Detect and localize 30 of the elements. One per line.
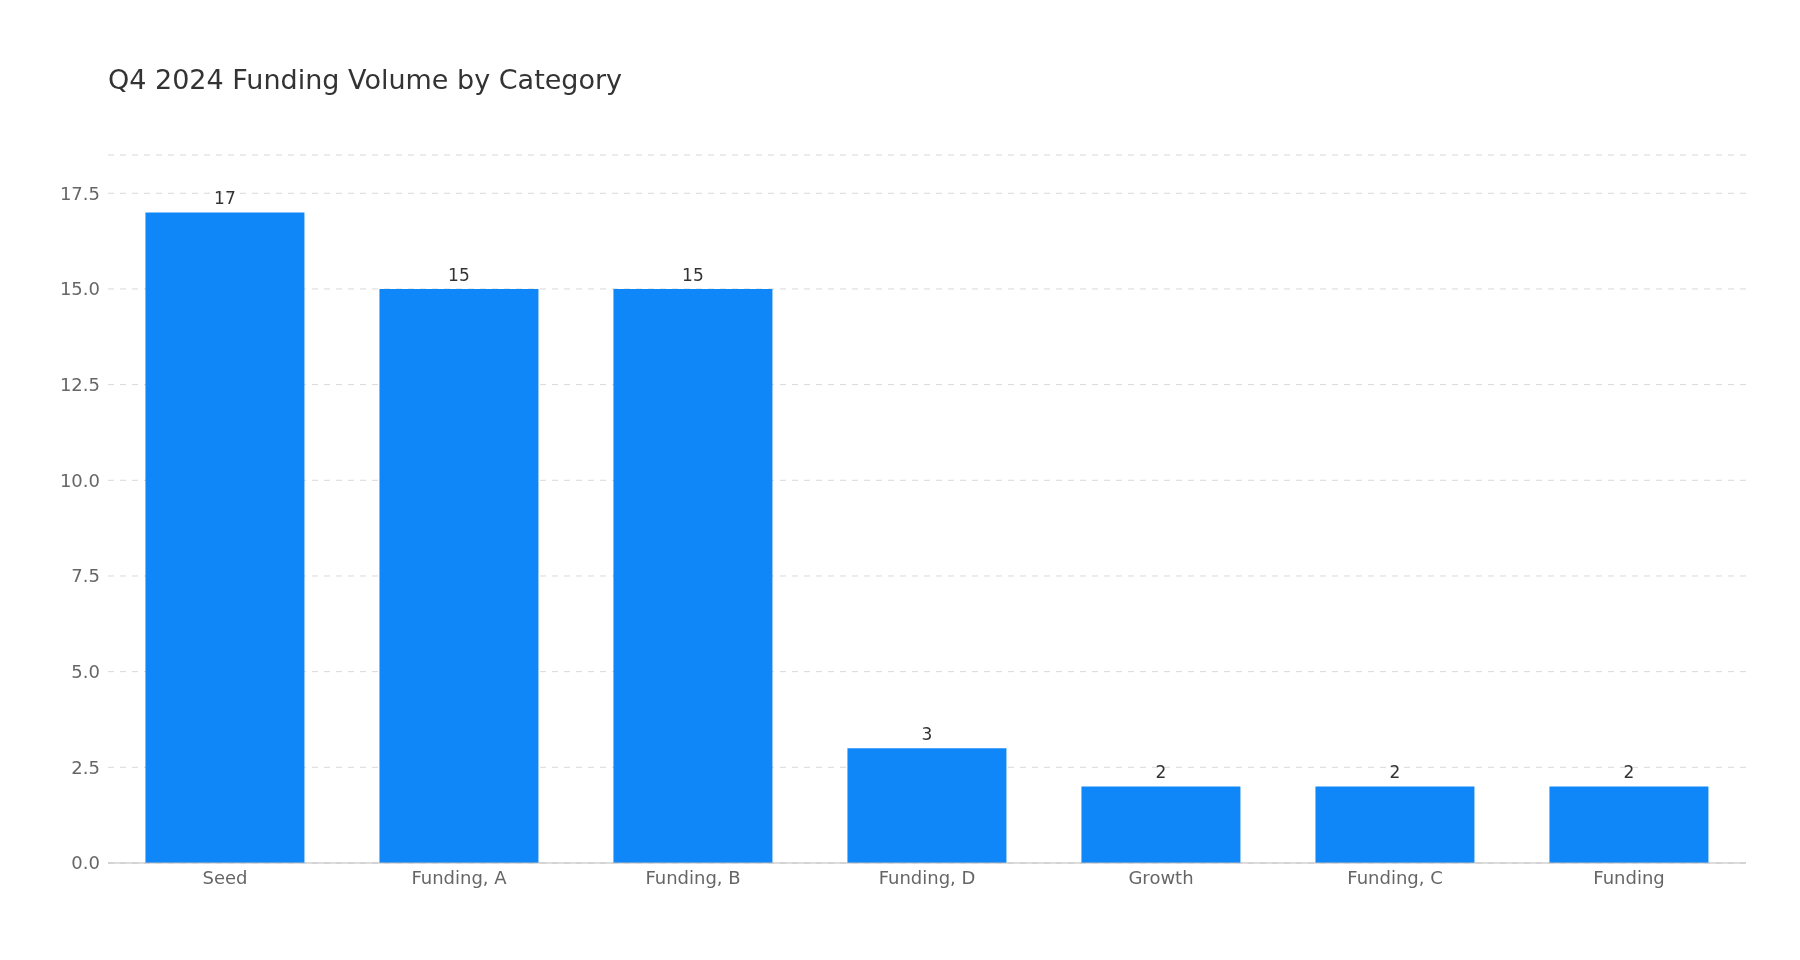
data-label: 2 [1623,762,1635,783]
bar [613,288,773,863]
x-tick-label: Funding, A [411,866,508,888]
y-tick-label: 2.5 [71,756,100,778]
chart-title: Q4 2024 Funding Volume by Category [108,64,623,95]
data-label: 15 [682,264,704,285]
bar [847,748,1007,863]
data-label: 17 [214,188,236,209]
x-tick-label: Growth [1128,866,1194,888]
y-tick-label: 17.5 [59,182,100,204]
bar [1081,786,1241,863]
y-tick-label: 5.0 [71,661,100,683]
x-tick-label: Funding, D [878,866,976,888]
bar [379,288,539,863]
bar [145,212,305,863]
y-tick-label: 12.5 [59,374,100,396]
y-tick-label: 15.0 [59,278,100,300]
x-tick-label: Seed [202,866,248,888]
data-label: 2 [1155,762,1167,783]
y-tick-label: 0.0 [71,852,100,874]
x-tick-label: Funding, B [645,866,741,888]
data-label: 2 [1389,762,1401,783]
data-label: 3 [921,724,933,745]
y-tick-label: 10.0 [59,469,100,491]
x-tick-label: Funding [1593,866,1665,888]
x-tick-label: Funding, C [1347,866,1443,888]
bar [1315,786,1475,863]
data-label: 15 [448,264,470,285]
y-tick-label: 7.5 [71,565,100,587]
bar [1549,786,1709,863]
